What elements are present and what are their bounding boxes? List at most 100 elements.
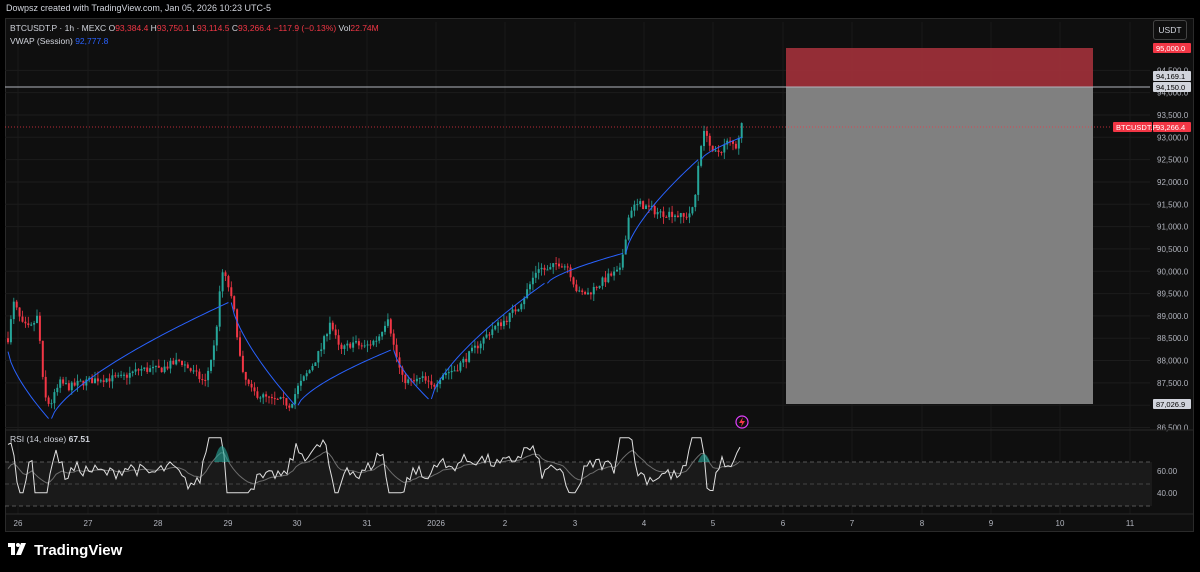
candle-body <box>604 277 607 283</box>
price-tick-label: 91,500.0 <box>1157 200 1189 209</box>
candle-body <box>56 387 59 393</box>
price-axis[interactable]: 94,500.0 94,000.0 93,500.0 93,000.0 92,500.0… <box>1113 43 1191 433</box>
candle-body <box>665 216 668 218</box>
symbol-price-tag: BTCUSDT.P <box>1116 123 1158 132</box>
candle-body <box>59 379 62 388</box>
candle-body <box>169 360 172 369</box>
vol-label: Vol <box>338 23 351 33</box>
candle-body <box>714 150 717 152</box>
candle-body <box>215 326 218 346</box>
candle-body <box>15 301 18 308</box>
candle-body <box>694 194 697 208</box>
currency-button[interactable]: USDT <box>1153 20 1187 40</box>
candle-body <box>85 379 88 386</box>
candle-body <box>485 334 488 338</box>
open-label: O <box>108 23 116 33</box>
candle-body <box>96 378 99 382</box>
low-value: 93,114.5 <box>197 23 230 33</box>
candle-body <box>439 379 442 385</box>
candle-body <box>236 309 239 338</box>
candle-body <box>444 373 447 376</box>
candle-body <box>105 378 108 383</box>
candle-body <box>291 403 294 408</box>
candle-body <box>18 307 21 317</box>
candle-body <box>729 140 732 142</box>
tradingview-logo[interactable]: TradingView <box>8 542 122 559</box>
candle-body <box>360 345 363 347</box>
symbol-legend[interactable]: BTCUSDT.P · 1h · MEXC O93,384.4 H93,750.… <box>10 22 379 48</box>
time-tick-label: 2026 <box>427 519 445 528</box>
vwap-label[interactable]: VWAP (Session) <box>10 36 73 46</box>
candle-body <box>166 366 169 369</box>
candle-body <box>720 151 723 153</box>
price-tick-label: 92,000.0 <box>1157 178 1189 187</box>
candle-body <box>688 213 691 218</box>
candle-body <box>326 334 328 337</box>
candle-body <box>517 309 520 312</box>
candle-body <box>459 362 462 371</box>
price-tick-label: 87,500.0 <box>1157 379 1189 388</box>
candle-body <box>595 286 598 288</box>
candle-body <box>413 380 415 382</box>
candle-body <box>633 204 636 211</box>
entry-price-label: 94,150.0 <box>1156 83 1185 92</box>
candle-body <box>703 130 705 147</box>
candle-body <box>645 205 647 210</box>
candle-body <box>65 383 67 385</box>
current-price-label-box <box>1153 122 1191 132</box>
candle-body <box>514 309 517 312</box>
candle-body <box>33 323 36 325</box>
candle-body <box>653 205 656 215</box>
candle-body <box>250 383 253 388</box>
time-axis[interactable]: 26 27 28 29 30 31 2026 2 3 4 5 6 7 8 9 10 11 <box>14 519 1135 528</box>
candle-body <box>537 269 540 273</box>
candlestick-series[interactable] <box>7 122 743 412</box>
candle-body <box>189 368 192 371</box>
open-value: 93,384.4 <box>115 23 149 33</box>
candle-body <box>94 378 96 384</box>
candle-body <box>543 267 546 270</box>
candle-body <box>711 145 714 152</box>
candle-body <box>50 403 53 405</box>
candle-body <box>108 378 111 382</box>
rsi-line <box>7 437 741 494</box>
candle-body <box>178 359 181 361</box>
symbol-name[interactable]: BTCUSDT.P · 1h · MEXC <box>10 23 107 33</box>
candle-body <box>241 355 244 372</box>
candle-body <box>656 212 659 215</box>
candle-body <box>386 319 389 326</box>
candle-body <box>613 271 616 276</box>
candle-body <box>555 263 558 265</box>
candle-body <box>62 379 65 384</box>
candle-body <box>401 367 404 375</box>
candle-body <box>381 331 384 337</box>
candle-body <box>285 398 288 406</box>
rsi-label[interactable]: RSI (14, close) <box>10 434 67 444</box>
stop-loss-zone[interactable] <box>786 48 1093 87</box>
candle-body <box>102 380 105 383</box>
candle-body <box>526 289 529 298</box>
candle-body <box>598 285 601 288</box>
candle-body <box>685 216 688 218</box>
take-profit-zone[interactable] <box>786 87 1093 404</box>
time-tick-label: 10 <box>1056 519 1065 528</box>
candle-body <box>221 272 224 292</box>
candle-body <box>601 277 604 286</box>
candle-body <box>340 344 343 349</box>
candle-body <box>372 340 375 345</box>
candle-body <box>671 211 674 217</box>
rsi-legend[interactable]: RSI (14, close) 67.51 <box>10 434 90 444</box>
candle-body <box>442 375 444 380</box>
candle-body <box>41 340 44 377</box>
candle-body <box>366 344 369 346</box>
candle-body <box>210 359 212 371</box>
candle-body <box>592 286 595 295</box>
candle-body <box>253 387 256 392</box>
candle-body <box>172 360 175 365</box>
candle-body <box>578 290 581 292</box>
candle-body <box>9 319 12 343</box>
flash-icon[interactable] <box>735 415 749 429</box>
candle-body <box>212 345 215 360</box>
candle-body <box>691 207 694 214</box>
